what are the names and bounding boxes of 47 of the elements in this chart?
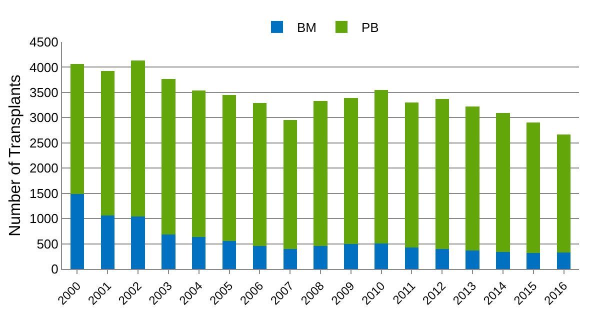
bar — [435, 248, 449, 269]
bar — [374, 243, 388, 269]
bar — [222, 94, 236, 241]
bar — [496, 252, 510, 269]
legend-label: PB — [362, 20, 379, 36]
bar — [556, 134, 571, 252]
bar — [344, 244, 358, 269]
bar — [70, 194, 84, 269]
y-tick-label: 500 — [36, 236, 58, 252]
bar — [404, 247, 419, 269]
y-tick-label: 3500 — [29, 84, 58, 100]
y-tick-label: 2000 — [29, 160, 58, 176]
bar — [283, 120, 297, 249]
bar — [100, 70, 114, 216]
bar — [162, 78, 176, 235]
y-tick-label: 4000 — [29, 60, 58, 75]
bar — [435, 99, 449, 249]
bar — [252, 103, 267, 246]
bar — [344, 98, 358, 244]
y-tick-label: 0 — [51, 262, 58, 277]
bar — [466, 106, 480, 250]
y-tick-label: 1500 — [29, 186, 58, 201]
bar — [192, 237, 206, 269]
bar — [526, 252, 540, 269]
bar — [526, 122, 540, 253]
bar — [70, 64, 84, 194]
y-tick-label: 3000 — [29, 110, 58, 126]
legend-label: BM — [297, 20, 316, 36]
bar — [162, 234, 176, 269]
bar — [314, 246, 328, 269]
bar — [283, 248, 297, 269]
bar — [192, 90, 206, 238]
y-tick-label: 4500 — [29, 34, 58, 50]
bar — [252, 246, 267, 269]
bar — [314, 101, 328, 246]
bar — [466, 250, 480, 269]
bar — [404, 102, 419, 248]
y-tick-label: 2500 — [29, 135, 58, 150]
bar — [131, 216, 145, 269]
bar — [374, 90, 388, 244]
y-axis-title: Number of Transplants — [7, 74, 24, 236]
bar — [131, 60, 145, 217]
bar — [222, 240, 236, 269]
bar — [100, 216, 114, 269]
bar — [556, 252, 571, 269]
bar — [496, 113, 510, 252]
y-tick-label: 1000 — [29, 211, 58, 226]
